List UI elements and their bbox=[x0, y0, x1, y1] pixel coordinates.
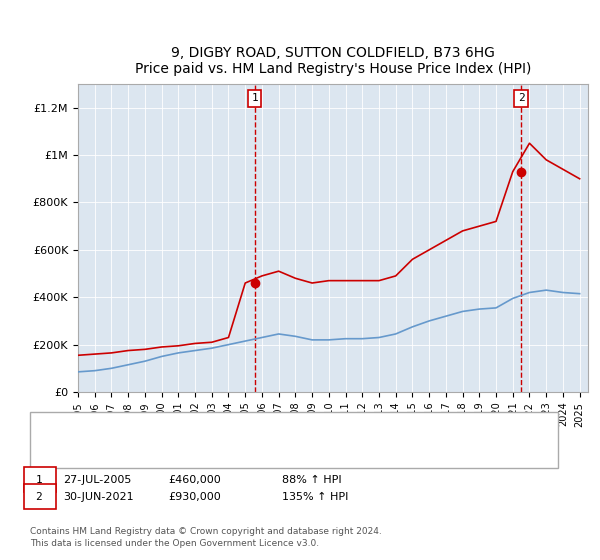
Text: 9, DIGBY ROAD, SUTTON COLDFIELD, B73 6HG (detached house): 9, DIGBY ROAD, SUTTON COLDFIELD, B73 6HG… bbox=[93, 433, 454, 443]
Text: ———: ——— bbox=[48, 431, 73, 445]
Text: 30-JUN-2021: 30-JUN-2021 bbox=[63, 492, 134, 502]
Text: HPI: Average price, detached house, Birmingham: HPI: Average price, detached house, Birm… bbox=[93, 449, 368, 459]
Text: 2: 2 bbox=[518, 93, 524, 103]
Text: £930,000: £930,000 bbox=[168, 492, 221, 502]
Text: 1: 1 bbox=[35, 475, 43, 485]
Text: 27-JUL-2005: 27-JUL-2005 bbox=[63, 475, 131, 485]
Text: 88% ↑ HPI: 88% ↑ HPI bbox=[282, 475, 341, 485]
Text: 1: 1 bbox=[251, 93, 258, 103]
Text: Contains HM Land Registry data © Crown copyright and database right 2024.
This d: Contains HM Land Registry data © Crown c… bbox=[30, 527, 382, 548]
Text: 135% ↑ HPI: 135% ↑ HPI bbox=[282, 492, 349, 502]
Text: £460,000: £460,000 bbox=[168, 475, 221, 485]
Text: ———: ——— bbox=[48, 447, 73, 460]
Title: 9, DIGBY ROAD, SUTTON COLDFIELD, B73 6HG
Price paid vs. HM Land Registry's House: 9, DIGBY ROAD, SUTTON COLDFIELD, B73 6HG… bbox=[135, 46, 531, 76]
Text: 2: 2 bbox=[35, 492, 43, 502]
